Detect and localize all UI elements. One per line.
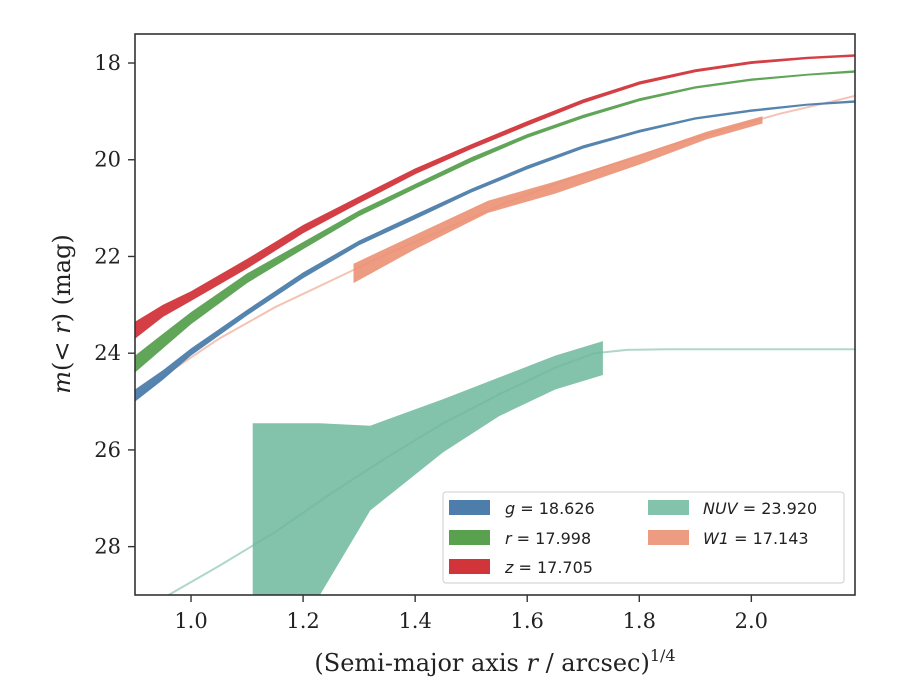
x-tick-label: 2.0	[735, 609, 768, 633]
series-band-w1	[353, 116, 763, 284]
y-tick-label: 22	[94, 244, 121, 268]
y-axis-ticks: 18 20 22 24 26 28	[94, 51, 135, 559]
y-axis-title: m(< r) (mag)	[48, 234, 76, 394]
x-axis-title: (Semi-major axis r / arcsec)1/4	[314, 646, 675, 677]
legend-swatch-nuv	[648, 500, 689, 515]
legend-label-z: z = 17.705	[504, 558, 593, 577]
series-bands	[135, 54, 855, 595]
x-axis-title-prefix: (Semi-major axis	[314, 649, 526, 677]
x-axis-ticks: 1.0 1.2 1.4 1.6 1.8 2.0	[174, 595, 768, 633]
legend: g = 18.626 r = 17.998 z = 17.705 NUV = 2…	[442, 491, 845, 584]
y-tick-label: 18	[94, 51, 121, 75]
legend-box	[442, 491, 845, 584]
legend-swatch-r	[449, 530, 490, 545]
legend-label-w1: W1 = 17.143	[703, 529, 809, 548]
x-tick-label: 1.4	[398, 609, 431, 633]
x-tick-label: 1.0	[174, 609, 207, 633]
y-axis-title-m: m	[48, 371, 76, 394]
y-tick-label: 26	[94, 438, 121, 462]
x-axis-title-sup: 1/4	[650, 646, 676, 665]
x-tick-label: 1.8	[623, 609, 656, 633]
plot-frame	[134, 33, 856, 596]
x-tick-label: 1.2	[286, 609, 319, 633]
x-axis-title-var: r	[526, 649, 539, 677]
y-tick-label: 28	[94, 535, 121, 559]
y-tick-label: 24	[94, 341, 121, 365]
legend-swatch-z	[449, 559, 490, 574]
x-tick-label: 1.6	[511, 609, 544, 633]
legend-swatch-g	[449, 500, 490, 515]
legend-label-r: r = 17.998	[505, 529, 591, 548]
y-axis-title-inner: (<	[48, 334, 76, 371]
y-tick-label: 20	[94, 148, 121, 172]
legend-label-g: g = 18.626	[505, 499, 595, 518]
y-axis-title-close: )	[48, 313, 76, 322]
legend-swatch-w1	[648, 530, 689, 545]
y-axis-title-unit: (mag)	[48, 234, 76, 313]
legend-label-nuv: NUV = 23.920	[703, 499, 817, 518]
series-band-nuv	[252, 341, 603, 595]
y-axis-title-r: r	[48, 321, 76, 334]
x-axis-title-suffix: / arcsec)	[538, 649, 650, 677]
